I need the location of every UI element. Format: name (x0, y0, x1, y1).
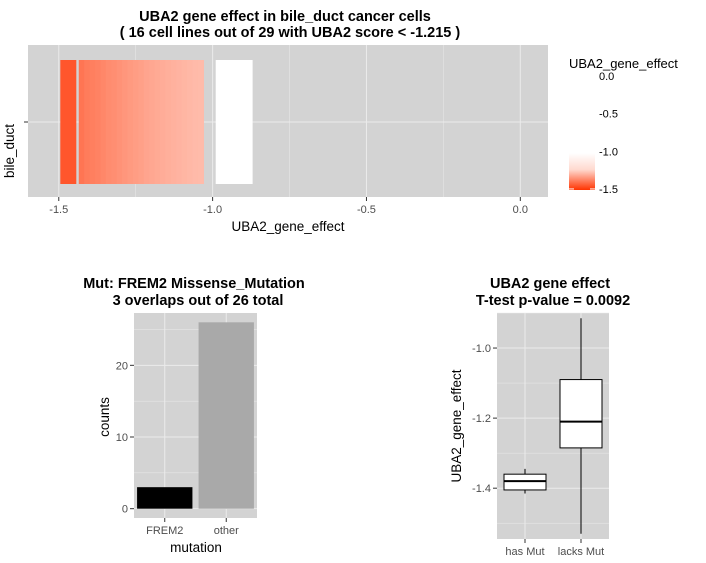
box-y-tick-label: -1.2 (472, 413, 491, 425)
box-y-tick-label: -1.4 (472, 483, 491, 495)
heatmap-tile (176, 60, 183, 184)
heatmap-tile (154, 60, 161, 184)
heatmap-tile (215, 60, 253, 184)
bar-frem2 (137, 487, 193, 509)
box-x-tick-label: lacks Mut (558, 546, 604, 558)
legend-tick-label: -1.0 (599, 146, 618, 158)
heatmap-x-tick-label: -1.5 (49, 204, 68, 216)
heatmap-legend: UBA2_gene_effect 0.0 -0.5 -1.0 -1.5 (569, 56, 678, 196)
legend-colorbar (569, 153, 595, 190)
box-y-axis: -1.4 -1.2 -1.0 (472, 343, 497, 495)
bar-other (198, 322, 254, 509)
bar-x-axis: FREM2 other (146, 518, 239, 537)
box-title-line1: UBA2 gene effect (490, 276, 610, 292)
heatmap-tile (89, 60, 96, 184)
bar-x-axis-title: mutation (170, 540, 222, 555)
box-title-line2: T-test p-value = 0.0092 (476, 293, 630, 309)
heatmap-tile (95, 60, 102, 184)
heatmap-tile (111, 60, 118, 184)
gene-effect-boxplot: UBA2 gene effect T-test p-value = 0.0092… (449, 276, 630, 558)
mutation-bar-chart: Mut: FREM2 Missense_Mutation 3 overlaps … (83, 276, 305, 555)
heatmap-tile (132, 60, 139, 184)
heatmap-tile (60, 60, 77, 184)
heatmap-x-tick-label: -0.5 (357, 204, 376, 216)
bar-title-line2: 3 overlaps out of 26 total (113, 293, 284, 309)
legend-tick-label: -1.5 (599, 184, 618, 196)
box-iqr (559, 379, 603, 449)
bar-y-tick-label: 0 (122, 504, 128, 516)
heatmap-tile (122, 60, 129, 184)
legend-tick-label: 0.0 (599, 71, 614, 83)
heatmap-x-axis-title: UBA2_gene_effect (231, 219, 344, 234)
heatmap-tile (100, 60, 107, 184)
heatmap-title-line2: ( 16 cell lines out of 29 with UBA2 scor… (120, 25, 461, 41)
box-x-tick-label: has Mut (505, 546, 544, 558)
heatmap-tile (143, 60, 150, 184)
bar-y-axis: 0 10 20 (116, 360, 134, 516)
heatmap-chart: UBA2 gene effect in bile_duct cancer cel… (2, 9, 548, 234)
bar-title-line1: Mut: FREM2 Missense_Mutation (83, 276, 305, 292)
heatmap-x-axis: -1.5 -1.0 -0.5 0.0 (49, 197, 528, 216)
heatmap-tile (78, 60, 85, 184)
bar-y-tick-label: 10 (116, 432, 128, 444)
heatmap-tile (192, 60, 199, 184)
heatmap-tile (160, 60, 167, 184)
heatmap-y-axis-title: bile_duct (2, 124, 17, 178)
heatmap-x-tick-label: -1.0 (203, 204, 222, 216)
legend-tick-label: -0.5 (599, 109, 618, 121)
legend-title: UBA2_gene_effect (569, 56, 678, 71)
heatmap-tile (197, 60, 204, 184)
heatmap-tile (84, 60, 91, 184)
bar-x-tick-label: other (214, 525, 239, 537)
heatmap-tile (127, 60, 134, 184)
bar-y-axis-title: counts (97, 397, 112, 437)
heatmap-tile (170, 60, 177, 184)
heatmap-tiles (60, 60, 253, 184)
bar-x-tick-label: FREM2 (146, 525, 183, 537)
bar-y-tick-label: 20 (116, 360, 128, 372)
heatmap-tile (149, 60, 156, 184)
heatmap-tile (138, 60, 145, 184)
heatmap-tile (165, 60, 172, 184)
box-y-tick-label: -1.0 (472, 343, 491, 355)
box-x-axis: has Mut lacks Mut (505, 539, 604, 558)
heatmap-tile (116, 60, 123, 184)
box-series (503, 318, 603, 534)
heatmap-tile (181, 60, 188, 184)
legend-ticks: 0.0 -0.5 -1.0 -1.5 (569, 71, 618, 196)
heatmap-tile (187, 60, 194, 184)
heatmap-title-line1: UBA2 gene effect in bile_duct cancer cel… (139, 9, 431, 25)
box-y-axis-title: UBA2_gene_effect (449, 369, 464, 482)
bar-series (137, 322, 254, 509)
heatmap-tile (105, 60, 112, 184)
heatmap-x-tick-label: 0.0 (513, 204, 528, 216)
